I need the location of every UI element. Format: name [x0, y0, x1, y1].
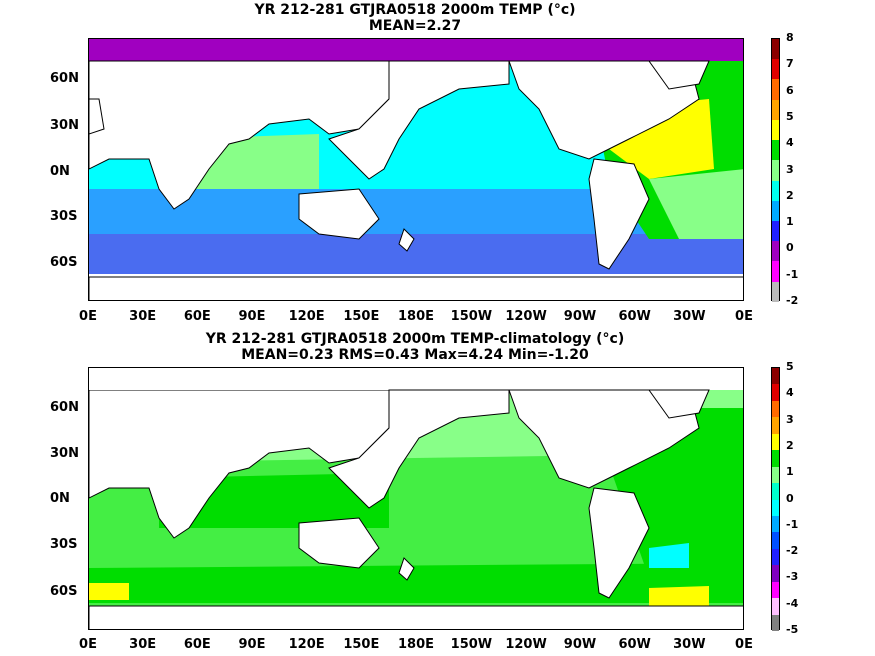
colorbar-swatch: [772, 515, 779, 533]
colorbar-swatch: [772, 79, 779, 100]
panel1-colorbar-label: 5: [786, 109, 794, 123]
panel2-lat-label: 0N: [50, 491, 70, 506]
panel2-lon-label: 150W: [450, 637, 493, 652]
panel2-colorbar-label: 4: [786, 386, 794, 400]
panel1-lon-label: 120W: [505, 309, 547, 324]
colorbar-swatch: [772, 417, 779, 434]
panel1-lat-label: 0N: [50, 164, 70, 179]
panel1-colorbar-label: 1: [786, 215, 794, 229]
colorbar-swatch: [772, 59, 779, 80]
panel2-colorbar-label: 2: [786, 438, 794, 452]
colorbar-swatch: [772, 565, 779, 582]
panel1-colorbar-label: -1: [786, 267, 799, 281]
panel1-lon-label: 30W: [673, 309, 706, 324]
panel1-colorbar-label: 6: [786, 83, 794, 97]
colorbar-swatch: [772, 140, 779, 161]
panel2-title-line2: MEAN=0.23 RMS=0.43 Max=4.24 Min=-1.20: [241, 347, 589, 363]
panel2-lon-label: 0E: [735, 637, 753, 652]
panel2-map: [88, 367, 744, 630]
panel2-title-line1: YR 212-281 GTJRA0518 2000m TEMP-climatol…: [205, 331, 625, 347]
panel1-lon-label: 120E: [288, 309, 325, 324]
panel2-colorbar-label: -3: [786, 570, 799, 584]
panel1-colorbar-label: 0: [786, 241, 794, 255]
panel1-lon-label: 0E: [735, 309, 753, 324]
colorbar-swatch: [772, 180, 779, 201]
colorbar-swatch: [772, 368, 779, 385]
panel1-lon-label: 30E: [129, 309, 157, 324]
panel1-title-line1: YR 212-281 GTJRA0518 2000m TEMP (°c): [254, 2, 576, 18]
panel2-lon-label: 120E: [288, 637, 325, 652]
panel1-colorbar: [771, 38, 780, 302]
colorbar-swatch: [772, 39, 779, 60]
panel2-colorbar-label: -1: [786, 517, 799, 531]
panel2-lon-label: 90W: [563, 637, 597, 652]
panel2-lon-label: 180E: [397, 637, 435, 652]
panel2-lon-label: 60E: [183, 637, 211, 652]
colorbar-swatch: [772, 281, 779, 302]
colorbar-swatch: [772, 119, 779, 141]
panel1-lon-label: 180E: [397, 309, 435, 324]
colorbar-swatch: [772, 614, 779, 631]
colorbar-swatch: [772, 200, 779, 221]
panel2-lat-label: 30S: [50, 537, 78, 552]
colorbar-swatch: [772, 400, 779, 418]
panel2-lon-label: 0E: [79, 637, 97, 652]
panel1-lat-label: 30S: [50, 209, 78, 224]
panel1-map-graphic: [89, 39, 743, 300]
panel2-colorbar-label: -5: [786, 623, 799, 636]
panel2-lat-label: 30N: [50, 446, 79, 461]
colorbar-swatch: [772, 499, 779, 516]
panel1-lon-label: 150E: [343, 309, 380, 324]
panel2-colorbar-label: 5: [786, 360, 794, 373]
panel1-lon-label: 0E: [79, 309, 97, 324]
panel2-colorbar-label: 0: [786, 491, 794, 505]
colorbar-swatch: [772, 581, 779, 599]
panel2-lon-label: 90E: [238, 637, 266, 652]
panel2-lon-label: 30E: [129, 637, 157, 652]
panel1-lat-label: 30N: [50, 118, 79, 133]
panel1-lon-label: 150W: [450, 309, 493, 324]
panel2-colorbar: [771, 367, 780, 631]
panel1-lon-label: 60E: [183, 309, 211, 324]
panel1-lat-label: 60N: [50, 71, 79, 86]
colorbar-swatch: [772, 433, 779, 451]
colorbar-swatch: [772, 241, 779, 262]
colorbar-swatch: [772, 384, 779, 401]
panel1-colorbar-label: 7: [786, 57, 794, 71]
colorbar-swatch: [772, 466, 779, 484]
colorbar-swatch: [772, 261, 779, 282]
panel1-lon-label: 60W: [618, 309, 651, 324]
colorbar-swatch: [772, 160, 779, 181]
panel1-map: [88, 38, 744, 301]
panel2-lon-label: 120W: [505, 637, 547, 652]
colorbar-swatch: [772, 450, 779, 467]
panel1-lon-label: 90E: [238, 309, 266, 324]
panel1-colorbar-label: -2: [786, 294, 799, 307]
colorbar-swatch: [772, 220, 779, 242]
panel1-title-line2: MEAN=2.27: [368, 18, 462, 34]
colorbar-swatch: [772, 598, 779, 615]
panel2-lon-label: 30W: [673, 637, 706, 652]
panel1-colorbar-label: 8: [786, 31, 794, 44]
colorbar-swatch: [772, 532, 779, 549]
colorbar-swatch: [772, 99, 779, 120]
panel1-lon-label: 90W: [563, 309, 597, 324]
panel2-lat-label: 60S: [50, 584, 78, 599]
panel2-map-graphic: [89, 368, 743, 629]
panel2-colorbar-label: 3: [786, 412, 794, 426]
panel2-lon-label: 150E: [343, 637, 380, 652]
panel1-lat-label: 60S: [50, 255, 78, 270]
panel2-colorbar-label: -2: [786, 544, 799, 558]
panel1-colorbar-label: 4: [786, 136, 794, 150]
panel2-colorbar-label: -4: [786, 596, 799, 610]
panel1-colorbar-label: 2: [786, 188, 794, 202]
panel2-lat-label: 60N: [50, 400, 79, 415]
panel2-lon-label: 60W: [618, 637, 651, 652]
panel2-colorbar-label: 1: [786, 465, 794, 479]
colorbar-swatch: [772, 483, 779, 500]
panel1-colorbar-label: 3: [786, 162, 794, 176]
colorbar-swatch: [772, 548, 779, 566]
